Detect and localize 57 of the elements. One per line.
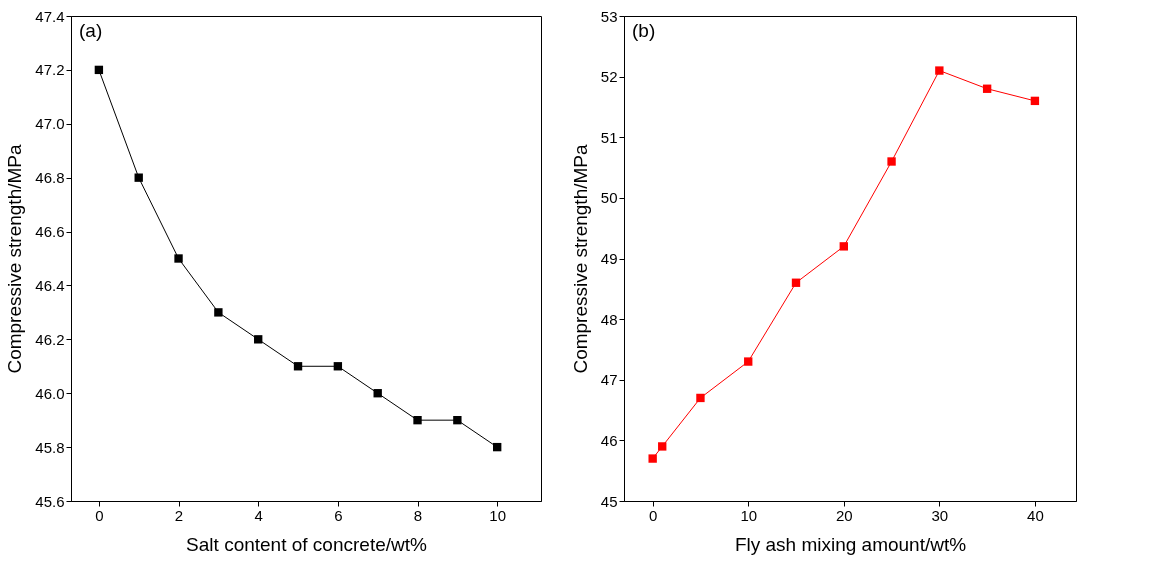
point	[791, 278, 801, 287]
point	[174, 254, 183, 263]
point	[214, 308, 223, 317]
y-tick-label: 46.4	[35, 276, 65, 294]
y-tick-label: 52	[600, 68, 618, 86]
point	[373, 389, 382, 398]
y-tick-label: 49	[600, 250, 618, 267]
y-tick-label: 45.6	[35, 492, 65, 510]
point	[935, 66, 944, 75]
annotation: (b)	[632, 20, 656, 41]
point	[333, 362, 343, 371]
point	[134, 173, 143, 182]
y-tick-label: 51	[600, 128, 618, 146]
point	[94, 65, 104, 75]
x-tick-label: 2	[174, 506, 184, 524]
y-tick-label: 50	[600, 189, 618, 207]
point	[293, 362, 303, 371]
annotation: (a)	[79, 20, 103, 41]
point	[839, 242, 848, 251]
x-tick-label: 10	[489, 506, 507, 524]
point	[1030, 96, 1040, 106]
y-tick-label: 46	[600, 431, 618, 449]
x-tick-label: 20	[835, 506, 853, 524]
point	[493, 442, 502, 452]
point	[696, 393, 705, 403]
point	[887, 157, 896, 166]
point	[744, 357, 753, 366]
x-tick-label: 6	[334, 506, 343, 524]
y-tick-label: 47.4	[35, 7, 65, 25]
x-tick-label: 30	[931, 506, 949, 524]
y-tick-label: 46.0	[35, 384, 65, 402]
x-tick-label: 0	[95, 506, 104, 524]
point	[648, 454, 657, 463]
point	[254, 335, 263, 344]
y-axis-title: Compressive strength/MPa	[4, 144, 26, 374]
y-tick-label: 48	[600, 310, 618, 328]
x-tick-label: 4	[254, 506, 263, 524]
y-tick-label: 46.2	[35, 330, 65, 348]
y-tick-label: 45.8	[35, 438, 65, 456]
point	[982, 84, 992, 93]
x-tick-label: 40	[1027, 506, 1044, 524]
y-tick-label: 46.8	[35, 169, 65, 187]
x-axis-title: Salt content of concrete/wt%	[186, 533, 427, 555]
y-tick-label: 45	[600, 492, 618, 510]
y-tick-label: 47	[600, 371, 618, 389]
point	[413, 415, 422, 425]
y-tick-label: 53	[600, 7, 618, 25]
y-tick-label: 47.2	[35, 61, 65, 79]
y-tick-label: 46.6	[35, 223, 65, 241]
point	[453, 415, 462, 425]
point	[658, 442, 667, 451]
y-tick-label: 47.0	[35, 115, 65, 133]
x-tick-label: 0	[649, 506, 658, 524]
x-tick-label: 8	[413, 506, 423, 524]
x-axis-title: Fly ash mixing amount/wt%	[734, 533, 967, 555]
x-tick-label: 10	[740, 506, 758, 524]
y-axis-title: Compressive strength/MPa	[569, 144, 591, 374]
